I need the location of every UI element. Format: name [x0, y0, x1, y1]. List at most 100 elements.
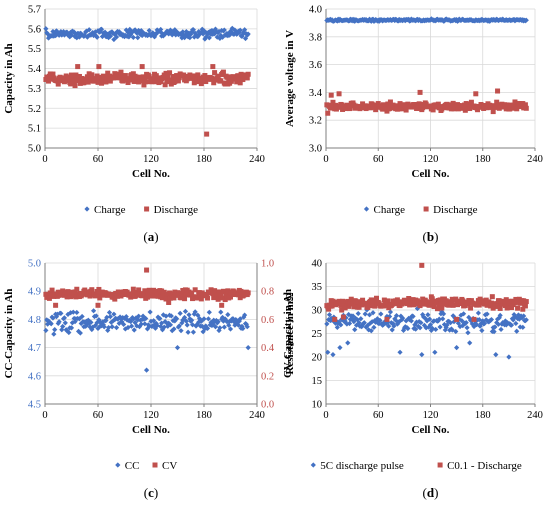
data-point	[420, 105, 426, 111]
data-point	[176, 290, 182, 296]
y-tick-label: 40	[312, 259, 323, 270]
data-point	[177, 310, 183, 316]
data-point	[157, 315, 163, 322]
data-point	[107, 314, 113, 320]
panel-label-close: )	[154, 229, 158, 244]
legend-marker	[152, 462, 158, 468]
data-point	[228, 294, 233, 300]
data-point-outlier	[143, 367, 150, 373]
data-point	[140, 313, 146, 319]
data-point	[478, 321, 484, 327]
data-point	[374, 295, 380, 301]
data-point	[178, 328, 184, 334]
y-tick-label: 15	[312, 376, 323, 387]
data-point	[215, 296, 221, 302]
data-point	[492, 324, 498, 330]
data-point	[83, 323, 89, 329]
data-point	[334, 324, 340, 330]
x-tick-label: 120	[143, 154, 159, 165]
data-point	[523, 17, 529, 23]
data-point	[338, 322, 344, 328]
y-tick-label: 4.8	[28, 315, 41, 326]
data-point	[195, 294, 201, 300]
data-point	[77, 80, 83, 86]
data-point-outlier	[397, 349, 403, 355]
chart-panel-c: 0 60 120 180 240 4.5 4.6 4.7 4.8 4.9 5.0 0.0 0.2 0.4 0…	[3, 259, 294, 501]
data-point	[198, 81, 204, 87]
data-point	[87, 293, 93, 299]
y-tick-label: 3.6	[309, 60, 322, 71]
data-point	[162, 319, 168, 325]
data-point	[153, 288, 159, 294]
data-point	[111, 311, 117, 317]
data-point	[236, 29, 242, 35]
data-point	[64, 294, 70, 300]
data-point	[160, 312, 166, 318]
y-right-tick-label: 0.2	[261, 371, 274, 382]
data-point	[174, 316, 180, 322]
y-tick-label: 4.5	[28, 400, 41, 411]
y-tick-label: 4.9	[28, 287, 41, 298]
x-tick-label: 180	[196, 410, 212, 421]
panel-label-letter: d	[427, 485, 435, 500]
data-point	[216, 28, 222, 35]
data-point	[236, 318, 242, 324]
data-point	[467, 106, 473, 112]
data-point	[464, 325, 470, 331]
legend: 5C discharge pulse C0.1 - Discharge	[310, 460, 522, 472]
data-point	[165, 74, 171, 80]
data-point-outlier	[419, 262, 425, 268]
data-point	[206, 35, 212, 41]
data-point	[122, 32, 128, 39]
data-point	[512, 314, 518, 320]
data-point	[352, 327, 358, 333]
data-point	[179, 293, 185, 299]
data-point	[152, 293, 158, 299]
data-point	[475, 107, 481, 113]
data-point-outlier	[336, 91, 342, 97]
data-point	[430, 107, 436, 113]
data-point	[84, 321, 90, 327]
data-point	[128, 318, 134, 325]
data-point	[196, 29, 202, 35]
data-point-outlier	[144, 267, 150, 273]
y-tick-label: 5.7	[28, 5, 41, 16]
data-point	[168, 81, 174, 87]
series-cc	[43, 308, 251, 373]
data-point	[242, 27, 248, 33]
data-point-outlier	[325, 349, 331, 355]
data-point	[82, 32, 88, 38]
data-point	[382, 299, 388, 305]
data-point	[194, 76, 200, 82]
data-point	[110, 318, 116, 324]
data-point-outlier	[204, 131, 210, 137]
data-point-outlier	[493, 352, 499, 358]
data-point	[150, 290, 156, 296]
data-point	[60, 323, 66, 330]
data-point	[425, 312, 431, 318]
data-point	[416, 101, 422, 107]
data-point	[497, 312, 503, 319]
data-point	[398, 103, 404, 109]
legend-marker	[363, 206, 370, 212]
data-point	[50, 71, 56, 77]
data-point	[66, 329, 72, 336]
panel-label-open: (	[143, 229, 147, 244]
data-point	[389, 327, 395, 333]
data-point	[206, 309, 212, 315]
data-point	[406, 16, 412, 22]
data-point	[354, 317, 360, 323]
data-point	[170, 74, 176, 80]
data-point	[103, 317, 109, 324]
data-point	[505, 103, 511, 109]
data-point	[83, 318, 90, 324]
data-point	[222, 81, 228, 87]
data-point	[210, 291, 216, 297]
data-point	[353, 322, 360, 328]
data-point	[491, 328, 497, 335]
data-point	[101, 32, 107, 38]
data-point	[370, 16, 376, 22]
panel-label-letter: b	[427, 229, 434, 244]
data-point	[130, 71, 136, 77]
